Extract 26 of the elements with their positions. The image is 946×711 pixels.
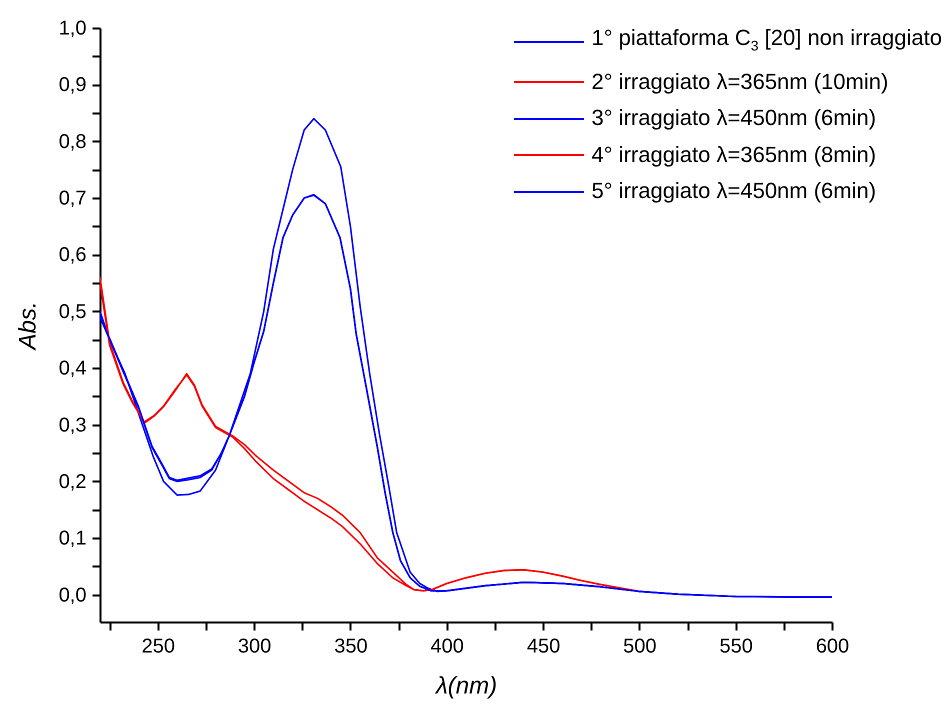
y-tick-label: 0,0	[58, 584, 86, 606]
y-axis-title: Abs.	[14, 301, 42, 352]
x-axis-title: λ(nm)	[434, 672, 498, 700]
x-tick-label: 600	[816, 636, 850, 658]
y-tick-label: 1,0	[58, 18, 86, 40]
x-tick-label: 400	[430, 636, 464, 658]
y-tick-label: 0,8	[58, 130, 86, 153]
x-tick-label: 350	[334, 636, 368, 658]
y-tick-label: 0,3	[58, 414, 86, 436]
y-tick-label: 0,5	[58, 300, 86, 323]
x-tick-label: 250	[142, 636, 175, 658]
y-tick-label: 0,1	[58, 528, 86, 550]
legend-label: 1° piattaforma C$_{3}$ [20] non irraggiato	[592, 24, 942, 56]
x-tick-label: 500	[623, 636, 657, 658]
y-tick-label: 0,7	[58, 188, 86, 210]
y-tick-label: 0,9	[58, 74, 86, 96]
legend-label: 2° irraggiato λ=365nm (10min)	[592, 68, 888, 96]
x-tick-label: 450	[526, 636, 560, 658]
legend-label: 5° irraggiato λ=450nm (6min)	[592, 177, 876, 206]
x-tick-label: 550	[719, 636, 753, 658]
y-tick-label: 0,2	[58, 470, 86, 493]
y-tick-label: 0,4	[58, 358, 86, 380]
legend-label: 4° irraggiato λ=365nm (8min)	[592, 140, 876, 169]
x-tick-label: 300	[238, 636, 272, 658]
y-tick-label: 0,6	[58, 244, 86, 266]
legend-label: 3° irraggiato λ=450nm (6min)	[592, 104, 876, 132]
